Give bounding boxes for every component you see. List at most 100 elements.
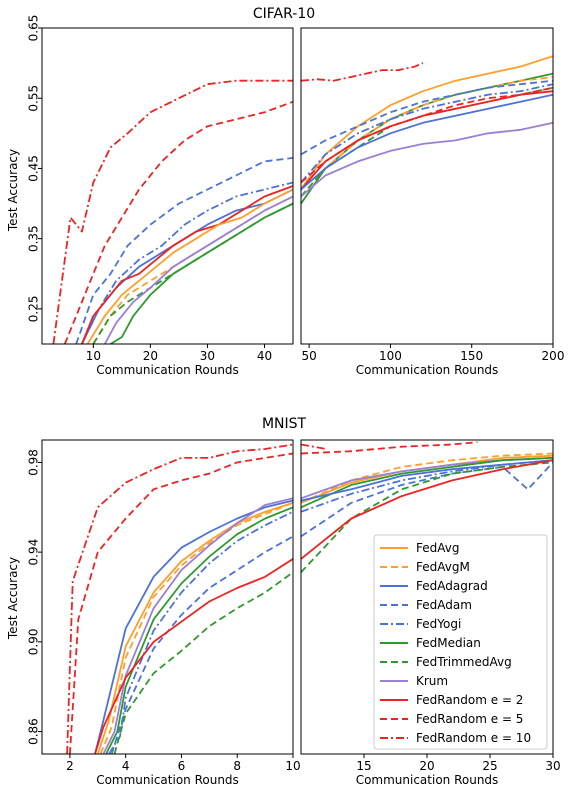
series-line — [301, 62, 424, 82]
x-tick-label: 20 — [419, 759, 434, 773]
x-tick-label: 2 — [66, 759, 74, 773]
series-line — [301, 461, 553, 573]
series-line — [301, 121, 553, 198]
series-line — [301, 457, 553, 509]
legend-label: FedAvgM — [416, 560, 470, 574]
panel-2: 50 100 150 200 Communication Rounds — [300, 27, 565, 377]
series-line — [66, 443, 293, 754]
legend-item: FedAvgM — [380, 560, 470, 574]
series-line — [110, 202, 293, 344]
series-line — [301, 83, 553, 184]
legend-item: FedYogi — [380, 617, 461, 631]
x-tick-label: 100 — [379, 349, 402, 363]
series-line — [94, 558, 293, 754]
series-line — [99, 501, 293, 754]
plot-frame — [41, 27, 294, 345]
y-tick-label: 0.98 — [27, 449, 41, 476]
x-tick-label: 20 — [143, 349, 158, 363]
x-axis-label: Communication Rounds — [356, 773, 499, 787]
panel-1: 2 4 6 8 10 Communication Rounds 0.86 0.90 0.94 0.… — [27, 439, 301, 787]
legend-box — [373, 534, 548, 750]
chart-title: CIFAR-10 — [253, 6, 315, 22]
series-line — [301, 459, 553, 560]
y-tick-label: 0.90 — [27, 628, 41, 655]
panel-1: 10 20 30 40 Communication Rounds 0.25 0.35 0.45… — [27, 15, 294, 377]
series-line — [301, 459, 553, 513]
series-line — [81, 185, 293, 344]
x-tick-label: 200 — [542, 349, 565, 363]
series-line — [301, 459, 553, 502]
x-tick-label: 50 — [301, 349, 316, 363]
legend-label: FedYogi — [416, 617, 461, 631]
legend-label: FedRandom e = 2 — [416, 693, 523, 707]
legend-label: FedRandom e = 10 — [416, 731, 531, 745]
legend-item: FedAdam — [380, 598, 472, 612]
x-tick-label: 4 — [122, 759, 130, 773]
y-tick-label: 0.65 — [27, 15, 41, 42]
series-line — [301, 441, 478, 455]
legend-item: FedRandom e = 2 — [380, 693, 523, 707]
legend-item: FedAdagrad — [380, 579, 488, 593]
series-lines — [66, 443, 293, 754]
x-tick-label: 30 — [200, 349, 215, 363]
x-tick-label: 6 — [178, 759, 186, 773]
panel-2: 15 20 25 30 Communication Rounds — [300, 439, 561, 787]
legend-label: Krum — [416, 674, 448, 688]
legend-label: FedTrimmedAvg — [416, 655, 512, 669]
y-tick-label: 0.45 — [27, 155, 41, 182]
series-line — [110, 535, 293, 754]
legend-item: FedMedian — [380, 636, 481, 650]
y-tick-label: 0.35 — [27, 225, 41, 252]
series-line — [301, 79, 553, 156]
legend-label: FedAvg — [416, 541, 459, 555]
x-axis-label: Communication Rounds — [96, 363, 239, 377]
x-axis-label: Communication Rounds — [96, 773, 239, 787]
series-line — [301, 443, 327, 450]
series-line — [113, 571, 293, 754]
series-line — [75, 157, 293, 344]
x-tick-label: 30 — [545, 759, 560, 773]
series-line — [301, 72, 553, 205]
x-tick-label: 25 — [482, 759, 497, 773]
series-lines — [301, 55, 553, 205]
x-tick-label: 8 — [233, 759, 241, 773]
series-line — [86, 188, 293, 344]
x-tick-label: 10 — [285, 759, 300, 773]
legend-item: FedAvg — [380, 541, 459, 555]
series-line — [301, 76, 553, 198]
series-line — [81, 181, 293, 344]
series-lines — [52, 79, 293, 344]
plot-frame — [300, 27, 554, 345]
legend-item: Krum — [380, 674, 448, 688]
y-tick-label: 0.86 — [27, 718, 41, 745]
legend-item: FedTrimmedAvg — [380, 655, 512, 669]
y-tick-label: 0.94 — [27, 539, 41, 566]
series-line — [52, 79, 293, 344]
legend-label: FedMedian — [416, 636, 481, 650]
chart-title: MNIST — [262, 416, 307, 432]
y-axis-label: Test Accuracy — [6, 149, 20, 232]
series-line — [301, 93, 553, 191]
series-line — [96, 501, 293, 754]
series-line — [69, 452, 293, 754]
series-line — [108, 510, 293, 754]
series-line — [301, 90, 553, 191]
x-tick-label: 40 — [257, 349, 272, 363]
x-tick-label: 15 — [356, 759, 371, 773]
y-tick-label: 0.55 — [27, 85, 41, 112]
chart-2: MNIST Test Accuracy 2 4 6 8 10 Communication Ro… — [6, 416, 561, 787]
series-line — [63, 100, 293, 344]
series-line — [104, 195, 293, 344]
chart-1: CIFAR-10 Test Accuracy 10 20 30 40 Communicati… — [6, 6, 564, 377]
legend: FedAvg FedAvgM FedAdagrad FedAdam FedYogi Fed… — [373, 534, 548, 750]
series-line — [105, 506, 293, 754]
y-tick-label: 0.25 — [27, 296, 41, 323]
x-tick-label: 10 — [86, 349, 101, 363]
series-line — [301, 461, 553, 538]
series-line — [102, 497, 293, 754]
legend-label: FedAdam — [416, 598, 472, 612]
legend-label: FedRandom e = 5 — [416, 712, 523, 726]
y-axis-label: Test Accuracy — [6, 557, 20, 640]
series-line — [301, 55, 553, 191]
